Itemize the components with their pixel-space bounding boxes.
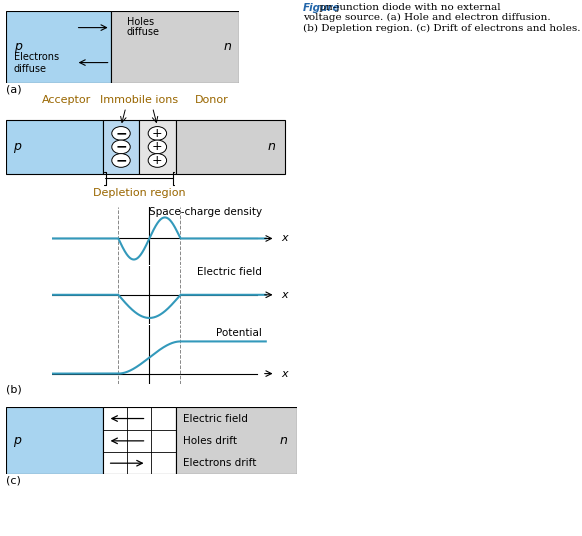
Text: diffuse: diffuse: [14, 64, 47, 73]
Text: Holes drift: Holes drift: [183, 436, 237, 446]
Text: −: −: [115, 139, 127, 154]
Circle shape: [112, 154, 130, 167]
Text: ​pn​-junction diode with no external
voltage source. (a) Hole and electron diffu: ​pn​-junction diode with no external vol…: [303, 3, 580, 33]
Text: p: p: [13, 140, 21, 153]
Bar: [6, 120, 103, 174]
Text: Electric field: Electric field: [197, 266, 262, 277]
Text: Potential: Potential: [216, 329, 262, 338]
Text: +: +: [152, 140, 163, 153]
Text: Holes: Holes: [127, 17, 154, 27]
Circle shape: [112, 126, 130, 140]
Text: n: n: [279, 434, 287, 448]
Bar: [6, 407, 103, 474]
Text: −: −: [115, 126, 127, 140]
Text: (c): (c): [6, 475, 21, 486]
Text: x: x: [281, 234, 288, 243]
Text: x: x: [281, 369, 288, 378]
Text: (b): (b): [6, 384, 22, 394]
Bar: [176, 120, 285, 174]
Bar: [103, 407, 176, 474]
Text: p: p: [14, 40, 22, 54]
Circle shape: [148, 154, 166, 167]
Text: Electrons: Electrons: [14, 51, 59, 62]
Circle shape: [148, 140, 166, 154]
Text: +: +: [152, 126, 163, 139]
Circle shape: [112, 140, 130, 154]
Bar: [139, 120, 176, 174]
Text: x: x: [281, 290, 288, 300]
Text: p: p: [13, 434, 21, 448]
Text: (a): (a): [6, 85, 22, 95]
Text: Immobile ions: Immobile ions: [100, 94, 178, 105]
Text: −: −: [115, 153, 127, 167]
Text: Electrons drift: Electrons drift: [183, 458, 256, 468]
Text: n: n: [223, 40, 232, 54]
Text: Electric field: Electric field: [183, 414, 248, 423]
Text: +: +: [152, 154, 163, 167]
Text: Acceptor: Acceptor: [42, 94, 91, 105]
Bar: [103, 120, 139, 174]
Circle shape: [148, 126, 166, 140]
Bar: [6, 11, 111, 83]
Bar: [176, 407, 297, 474]
Text: Depletion region: Depletion region: [93, 188, 186, 198]
Text: diffuse: diffuse: [127, 27, 160, 38]
Text: Space-charge density: Space-charge density: [149, 207, 262, 217]
Text: Donor: Donor: [195, 94, 229, 105]
Text: Figure: Figure: [303, 3, 340, 13]
Text: n: n: [267, 140, 275, 153]
Bar: [111, 11, 239, 83]
